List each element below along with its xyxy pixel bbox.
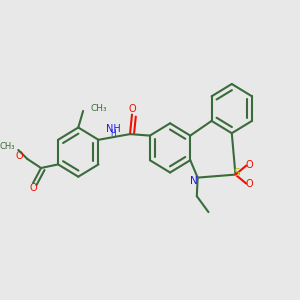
Text: O: O (246, 179, 253, 189)
Text: H: H (110, 128, 116, 137)
Text: O: O (128, 104, 136, 114)
Text: O: O (246, 160, 253, 170)
Text: CH₃: CH₃ (0, 142, 15, 151)
Text: S: S (234, 168, 240, 178)
Text: O: O (16, 151, 23, 161)
Text: NH: NH (106, 124, 121, 134)
Text: O: O (29, 183, 37, 194)
Text: CH₃: CH₃ (91, 104, 107, 113)
Text: N: N (190, 176, 198, 186)
